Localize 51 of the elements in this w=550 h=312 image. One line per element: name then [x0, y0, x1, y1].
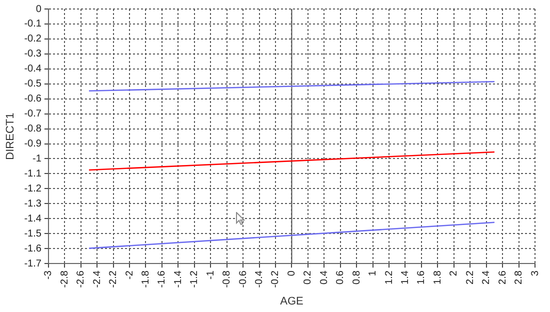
x-tick-label: -1.6 — [156, 270, 168, 288]
x-tick-label: 0 — [286, 270, 298, 276]
x-tick-label: 1.4 — [400, 270, 411, 284]
y-tick-label: 0 — [36, 4, 42, 15]
x-tick-label: -2.4 — [92, 270, 103, 288]
y-tick-label: -1 — [32, 153, 42, 164]
y-tick-label: -1.2 — [24, 183, 42, 194]
x-tick-label: 1.2 — [384, 270, 395, 284]
y-tick-label: -1.5 — [24, 228, 42, 240]
x-tick-label: 3 — [530, 270, 541, 276]
x-tick-label: 2.4 — [481, 270, 492, 284]
x-tick-label: -1.4 — [172, 270, 184, 288]
y-tick-label: -0.5 — [24, 78, 42, 90]
x-tick-label: -0.2 — [270, 270, 282, 288]
x-tick-label: 0.4 — [318, 270, 330, 284]
y-axis-title: DIRECT1 — [4, 112, 17, 160]
y-tick-label: -1.1 — [24, 168, 42, 180]
y-tick-label: -0.8 — [24, 124, 42, 135]
y-tick-label: -1.4 — [24, 213, 42, 224]
y-tick-label: -0.3 — [24, 48, 42, 60]
y-tick-label: -0.1 — [24, 18, 42, 30]
x-tick-label: -0.4 — [254, 270, 266, 288]
y-tick-label: -1.3 — [24, 198, 42, 210]
y-tick-label: -0.4 — [24, 64, 42, 75]
x-tick-label: 0.2 — [302, 270, 314, 284]
y-tick-label: -0.6 — [24, 94, 42, 105]
x-tick-label: -2 — [124, 270, 136, 280]
x-tick-label: 0.8 — [351, 270, 362, 284]
y-tick-label: -1.7 — [24, 258, 42, 270]
x-tick-label: 0.6 — [335, 270, 346, 284]
x-tick-label: 2.2 — [464, 270, 476, 284]
y-tick-label: -0.2 — [24, 34, 42, 45]
y-tick-label: -0.7 — [24, 108, 42, 120]
y-tick-label: -0.9 — [24, 138, 42, 150]
x-tick-label: -2.6 — [76, 270, 87, 288]
x-tick-label: 2.6 — [497, 270, 508, 284]
x-tick-label: -1.2 — [189, 270, 200, 288]
x-tick-label: -2.8 — [59, 270, 70, 288]
x-tick-label: -3 — [43, 270, 54, 280]
y-tick-label: -1.6 — [24, 243, 42, 254]
x-tick-label: 2 — [448, 270, 460, 276]
x-axis-title: AGE — [280, 295, 304, 308]
x-tick-label: 1.8 — [432, 270, 444, 284]
x-tick-label: 1.6 — [416, 270, 428, 284]
x-tick-label: 2.8 — [514, 270, 525, 284]
x-tick-label: -0.6 — [238, 270, 249, 288]
x-tick-label: -1.8 — [140, 270, 152, 288]
x-tick-label: 1 — [368, 270, 379, 276]
x-tick-label: -1 — [205, 270, 216, 280]
x-tick-label: -0.8 — [222, 270, 233, 288]
x-tick-label: -2.2 — [108, 270, 120, 288]
